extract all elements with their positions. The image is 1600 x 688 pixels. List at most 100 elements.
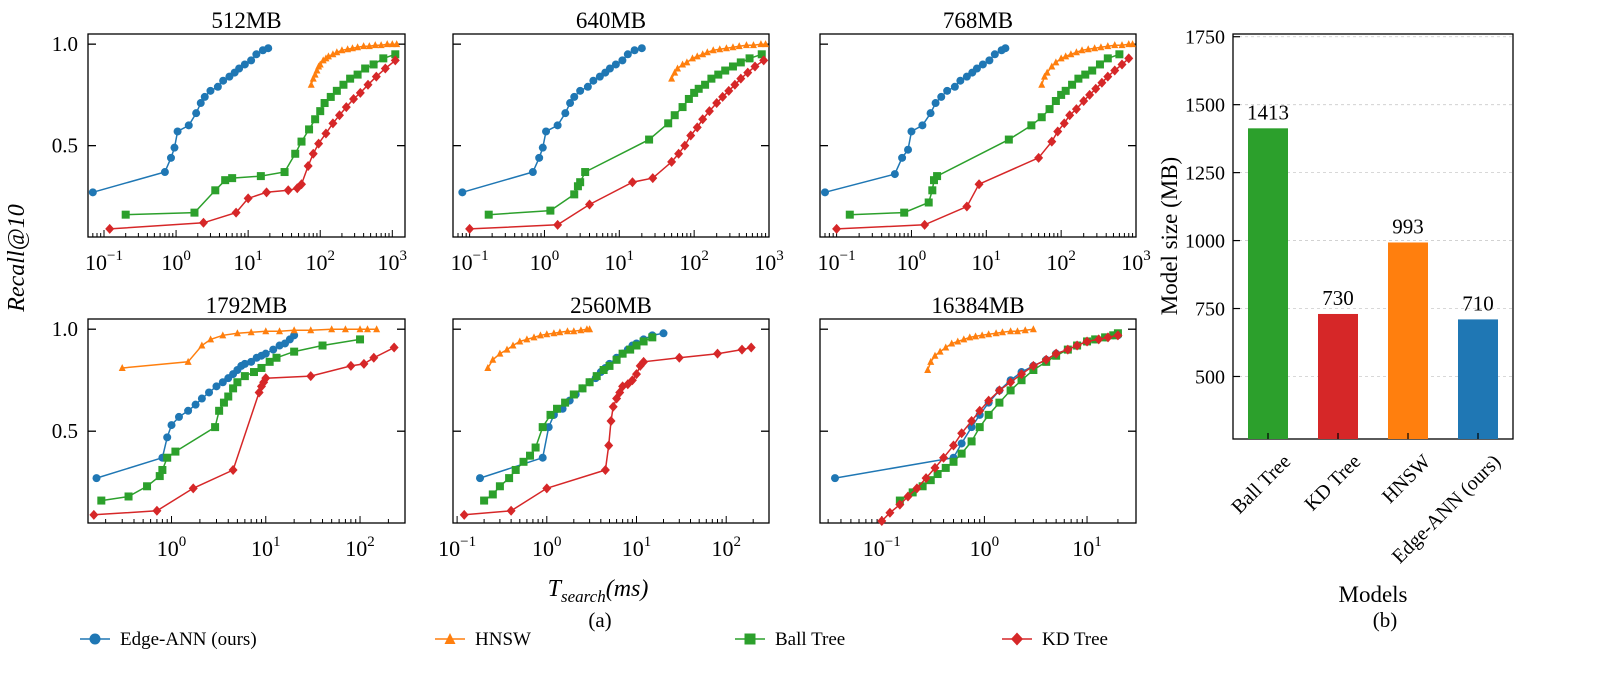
data-point bbox=[592, 372, 601, 381]
data-point bbox=[992, 329, 1000, 337]
series-line bbox=[834, 334, 1118, 479]
data-point bbox=[1057, 90, 1066, 99]
data-point bbox=[1051, 96, 1060, 105]
data-point bbox=[542, 483, 552, 494]
data-point bbox=[166, 153, 175, 162]
data-point bbox=[895, 499, 905, 510]
data-point bbox=[373, 325, 381, 333]
data-point bbox=[1103, 71, 1113, 82]
data-point bbox=[1068, 80, 1077, 89]
data-point bbox=[924, 198, 933, 207]
bar-value-label: 730 bbox=[1322, 286, 1354, 310]
data-point bbox=[1081, 70, 1090, 79]
data-point bbox=[247, 56, 256, 65]
data-point bbox=[957, 428, 967, 439]
data-point bbox=[730, 79, 740, 90]
data-point bbox=[956, 76, 965, 85]
data-point bbox=[978, 60, 987, 69]
data-point bbox=[155, 472, 164, 481]
data-point bbox=[459, 509, 469, 520]
data-point bbox=[105, 223, 115, 234]
data-point bbox=[918, 482, 927, 491]
series-line bbox=[109, 59, 396, 230]
data-point bbox=[877, 515, 887, 526]
data-point bbox=[516, 337, 524, 345]
data-point bbox=[757, 50, 766, 59]
data-point bbox=[1115, 50, 1124, 59]
data-point bbox=[1052, 58, 1060, 66]
data-point bbox=[543, 330, 551, 338]
data-point bbox=[674, 352, 684, 363]
y-tick-label: 1250 bbox=[1185, 163, 1225, 185]
data-point bbox=[921, 473, 931, 484]
data-point bbox=[215, 406, 224, 415]
panel-640MB: 640MB 10−1 100 101 102 103 bbox=[451, 8, 784, 275]
data-point bbox=[307, 80, 315, 88]
data-point bbox=[600, 464, 610, 475]
data-point bbox=[528, 168, 537, 177]
data-point bbox=[1082, 336, 1092, 347]
data-point bbox=[912, 483, 922, 494]
bar-x-axis-label: Models bbox=[1339, 582, 1408, 607]
data-point bbox=[659, 329, 668, 338]
data-point bbox=[975, 423, 984, 432]
data-point bbox=[570, 190, 579, 199]
data-point bbox=[118, 363, 126, 371]
data-point bbox=[290, 347, 299, 356]
data-point bbox=[346, 360, 356, 371]
data-point bbox=[949, 440, 959, 451]
data-point bbox=[92, 474, 101, 483]
data-point bbox=[388, 40, 396, 48]
data-point bbox=[984, 410, 993, 419]
data-point bbox=[721, 66, 730, 75]
data-point bbox=[985, 330, 993, 338]
category-label: HNSW bbox=[1378, 451, 1435, 508]
data-point bbox=[353, 70, 362, 79]
data-point bbox=[1021, 326, 1029, 334]
data-point bbox=[718, 91, 728, 102]
data-point bbox=[519, 457, 528, 466]
panel-16384MB: 16384MB 10−1 100 101 bbox=[819, 293, 1137, 561]
data-point bbox=[361, 64, 370, 73]
data-point bbox=[371, 71, 381, 82]
data-point bbox=[1034, 152, 1044, 163]
data-point bbox=[1027, 121, 1036, 130]
data-point bbox=[1079, 95, 1089, 106]
data-point bbox=[380, 63, 390, 74]
data-point bbox=[546, 206, 555, 215]
data-point bbox=[1059, 118, 1069, 129]
data-point bbox=[832, 223, 842, 234]
x-tick-label: 100 bbox=[161, 248, 191, 275]
data-point bbox=[599, 366, 608, 374]
plot-frame bbox=[452, 33, 770, 238]
data-point bbox=[544, 423, 553, 432]
data-point bbox=[256, 172, 265, 181]
plot-frame bbox=[1232, 33, 1514, 440]
data-point bbox=[495, 482, 504, 491]
y-tick-label: 1750 bbox=[1185, 27, 1225, 49]
data-point bbox=[280, 168, 289, 177]
data-point bbox=[297, 137, 306, 146]
data-point bbox=[188, 483, 198, 494]
panel-title: 2560MB bbox=[570, 293, 652, 318]
data-point bbox=[1013, 327, 1021, 335]
series-KD Tree bbox=[465, 55, 769, 234]
series-KD Tree bbox=[459, 342, 756, 520]
data-point bbox=[197, 394, 206, 403]
data-point bbox=[1028, 360, 1038, 371]
data-point bbox=[538, 453, 547, 462]
data-point bbox=[1041, 354, 1051, 365]
data-point bbox=[648, 333, 657, 342]
legend-marker bbox=[89, 633, 101, 645]
data-point bbox=[936, 347, 944, 355]
data-point bbox=[960, 335, 968, 343]
data-point bbox=[966, 333, 974, 341]
data-point bbox=[233, 329, 241, 337]
data-point bbox=[264, 44, 273, 53]
legend-marker bbox=[744, 633, 756, 645]
data-point bbox=[957, 449, 966, 458]
data-point bbox=[630, 46, 639, 55]
data-point bbox=[261, 349, 270, 358]
x-tick-label: 101 bbox=[1072, 534, 1102, 561]
data-point bbox=[291, 149, 300, 158]
